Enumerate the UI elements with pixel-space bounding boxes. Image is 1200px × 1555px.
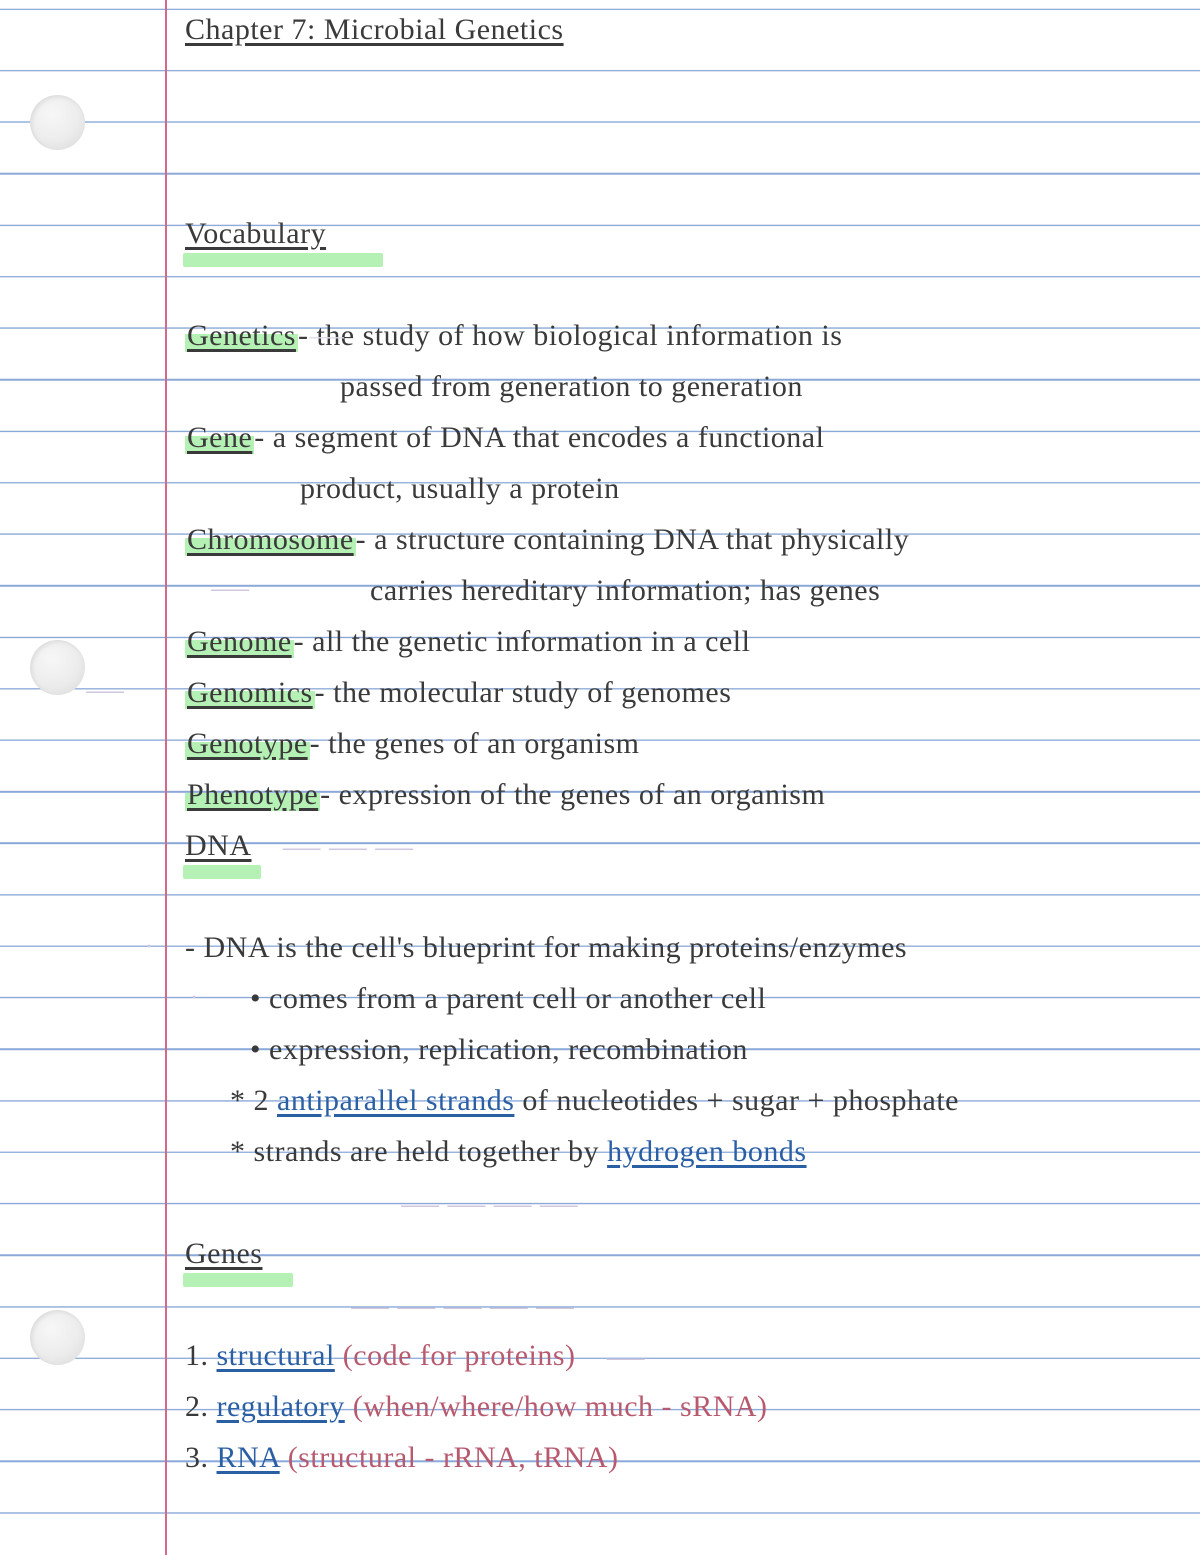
genes-item-2: 2. regulatory (when/where/how much - sRN… bbox=[185, 1390, 768, 1424]
term-gene-def2: product, usually a protein bbox=[300, 472, 620, 506]
section-heading-genes: Genes bbox=[185, 1237, 262, 1271]
term-genetics-def2: passed from generation to generation bbox=[340, 370, 803, 404]
dna-bullet-1: - DNA is the cell's blueprint for making… bbox=[185, 931, 907, 965]
section-heading-vocabulary: Vocabulary bbox=[185, 217, 326, 251]
dna-bullet-3: • expression, replication, recombination bbox=[250, 1033, 748, 1067]
term-genomics: Genomics- the molecular study of genomes bbox=[185, 676, 731, 710]
term-gene: Gene- a segment of DNA that encodes a fu… bbox=[185, 421, 824, 455]
erased-text: ⸺ ⸺ ⸺ ⸺ bbox=[400, 1185, 579, 1220]
section-heading-dna: DNA bbox=[185, 829, 252, 863]
term-genotype: Genotype- the genes of an organism bbox=[185, 727, 640, 761]
genes-item-3: 3. RNA (structural - rRNA, tRNA) bbox=[185, 1441, 618, 1475]
erased-text: ⸺ bbox=[210, 569, 250, 604]
dna-bullet-2: • comes from a parent cell or another ce… bbox=[250, 982, 766, 1016]
page-content: Chapter 7: Microbial Genetics Vocabulary… bbox=[0, 0, 1200, 1555]
term-phenotype: Phenotype- expression of the genes of an… bbox=[185, 778, 825, 812]
term-genome: Genome- all the genetic information in a… bbox=[185, 625, 750, 659]
dna-bullet-4: * 2 antiparallel strands of nucleotides … bbox=[230, 1084, 959, 1118]
erased-text: ⸺ ⸺ ⸺ bbox=[282, 828, 415, 863]
notebook-page: Chapter 7: Microbial Genetics Vocabulary… bbox=[0, 0, 1200, 1555]
erased-margin-text: ⸺ bbox=[245, 319, 345, 351]
erased-text: ⸺ bbox=[85, 671, 125, 706]
erased-text: ⸺ bbox=[606, 1338, 646, 1373]
erased-text: · bbox=[145, 934, 153, 961]
erased-text: ⸺ ⸺ ⸺ ⸺ ⸺ bbox=[350, 1287, 575, 1322]
erased-text: · bbox=[190, 985, 198, 1012]
genes-item-1: 1. structural (code for proteins) bbox=[185, 1339, 576, 1373]
term-chromosome: Chromosome- a structure containing DNA t… bbox=[185, 523, 909, 557]
page-title: Chapter 7: Microbial Genetics bbox=[185, 13, 564, 47]
dna-bullet-5: * strands are held together by hydrogen … bbox=[230, 1135, 807, 1169]
term-chromosome-def2: carries hereditary information; has gene… bbox=[370, 574, 880, 608]
